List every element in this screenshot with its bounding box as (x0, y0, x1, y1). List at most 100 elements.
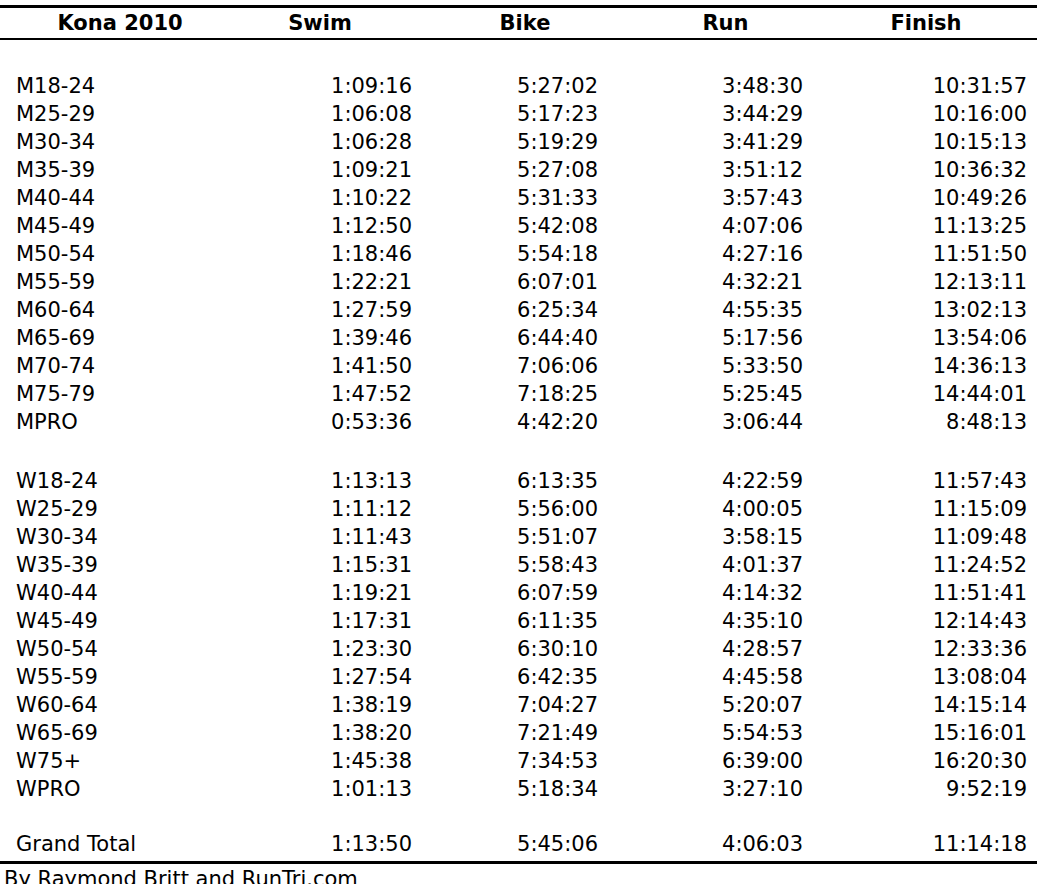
bike-cell: 4:42:20 (430, 408, 620, 436)
age-group-cell: M50-54 (0, 240, 240, 268)
bike-cell: 5:56:00 (430, 495, 620, 523)
age-group-cell: WPRO (0, 775, 240, 803)
table-row: W55-591:27:546:42:354:45:5813:08:04 (0, 663, 1037, 691)
table-row: M75-791:47:527:18:255:25:4514:44:01 (0, 380, 1037, 408)
bike-cell: 5:42:08 (430, 212, 620, 240)
table-row: M45-491:12:505:42:084:07:0611:13:25 (0, 212, 1037, 240)
run-cell: 3:57:43 (620, 184, 815, 212)
run-cell: 3:51:12 (620, 156, 815, 184)
run-cell: 5:20:07 (620, 691, 815, 719)
age-group-cell: W60-64 (0, 691, 240, 719)
age-group-cell: W75+ (0, 747, 240, 775)
grand-total-section: Grand Total 1:13:50 5:45:06 4:06:03 11:1… (0, 830, 1037, 863)
finish-cell: 8:48:13 (815, 408, 1037, 436)
bike-cell: 7:34:53 (430, 747, 620, 775)
finish-cell: 13:02:13 (815, 296, 1037, 324)
swim-cell: 1:01:13 (240, 775, 430, 803)
table-row: M70-741:41:507:06:065:33:5014:36:13 (0, 352, 1037, 380)
bike-cell: 6:11:35 (430, 607, 620, 635)
swim-cell: 1:41:50 (240, 352, 430, 380)
run-cell: 6:39:00 (620, 747, 815, 775)
table-row: M50-541:18:465:54:184:27:1611:51:50 (0, 240, 1037, 268)
age-group-cell: M60-64 (0, 296, 240, 324)
finish-cell: 11:13:25 (815, 212, 1037, 240)
grand-total-row: Grand Total 1:13:50 5:45:06 4:06:03 11:1… (0, 830, 1037, 863)
bike-cell: 5:19:29 (430, 128, 620, 156)
swim-cell: 1:09:21 (240, 156, 430, 184)
run-cell: 4:27:16 (620, 240, 815, 268)
swim-cell: 1:38:19 (240, 691, 430, 719)
finish-cell: 12:33:36 (815, 635, 1037, 663)
age-group-cell: Grand Total (0, 830, 240, 863)
table-row: W18-241:13:136:13:354:22:5911:57:43 (0, 467, 1037, 495)
run-cell: 4:32:21 (620, 268, 815, 296)
finish-cell: 14:44:01 (815, 380, 1037, 408)
swim-cell: 1:06:28 (240, 128, 430, 156)
age-group-cell: W65-69 (0, 719, 240, 747)
table-row: MPRO0:53:364:42:203:06:448:48:13 (0, 408, 1037, 436)
bike-cell: 7:18:25 (430, 380, 620, 408)
column-header-bike: Bike (430, 7, 620, 40)
column-header-swim: Swim (240, 7, 430, 40)
finish-cell: 10:15:13 (815, 128, 1037, 156)
bike-cell: 6:42:35 (430, 663, 620, 691)
table-row: W35-391:15:315:58:434:01:3711:24:52 (0, 551, 1037, 579)
bike-cell: 5:45:06 (430, 830, 620, 863)
table-row: M55-591:22:216:07:014:32:2112:13:11 (0, 268, 1037, 296)
bike-cell: 7:21:49 (430, 719, 620, 747)
header-row: Kona 2010 Swim Bike Run Finish (0, 7, 1037, 40)
results-table: Kona 2010 Swim Bike Run Finish M18-241:0… (0, 5, 1037, 864)
bike-cell: 6:07:59 (430, 579, 620, 607)
finish-cell: 11:57:43 (815, 467, 1037, 495)
run-cell: 3:27:10 (620, 775, 815, 803)
swim-cell: 1:09:16 (240, 72, 430, 100)
age-group-cell: W50-54 (0, 635, 240, 663)
table-row: W25-291:11:125:56:004:00:0511:15:09 (0, 495, 1037, 523)
women-section: W18-241:13:136:13:354:22:5911:57:43W25-2… (0, 467, 1037, 803)
swim-cell: 1:18:46 (240, 240, 430, 268)
run-cell: 5:25:45 (620, 380, 815, 408)
table-row: M30-341:06:285:19:293:41:2910:15:13 (0, 128, 1037, 156)
table-row: M18-241:09:165:27:023:48:3010:31:57 (0, 72, 1037, 100)
finish-cell: 12:14:43 (815, 607, 1037, 635)
bike-cell: 5:58:43 (430, 551, 620, 579)
run-cell: 4:55:35 (620, 296, 815, 324)
finish-cell: 15:16:01 (815, 719, 1037, 747)
swim-cell: 1:12:50 (240, 212, 430, 240)
finish-cell: 11:51:41 (815, 579, 1037, 607)
run-cell: 4:28:57 (620, 635, 815, 663)
table-row: W40-441:19:216:07:594:14:3211:51:41 (0, 579, 1037, 607)
finish-cell: 10:36:32 (815, 156, 1037, 184)
age-group-cell: W18-24 (0, 467, 240, 495)
table-row: W75+1:45:387:34:536:39:0016:20:30 (0, 747, 1037, 775)
finish-cell: 14:36:13 (815, 352, 1037, 380)
run-cell: 4:35:10 (620, 607, 815, 635)
finish-cell: 16:20:30 (815, 747, 1037, 775)
swim-cell: 1:27:59 (240, 296, 430, 324)
finish-cell: 11:14:18 (815, 830, 1037, 863)
table-row: W60-641:38:197:04:275:20:0714:15:14 (0, 691, 1037, 719)
finish-cell: 10:49:26 (815, 184, 1037, 212)
age-group-cell: M18-24 (0, 72, 240, 100)
swim-cell: 1:13:13 (240, 467, 430, 495)
swim-cell: 1:19:21 (240, 579, 430, 607)
finish-cell: 13:08:04 (815, 663, 1037, 691)
finish-cell: 14:15:14 (815, 691, 1037, 719)
run-cell: 3:06:44 (620, 408, 815, 436)
finish-cell: 13:54:06 (815, 324, 1037, 352)
run-cell: 4:06:03 (620, 830, 815, 863)
bike-cell: 5:18:34 (430, 775, 620, 803)
bike-cell: 5:51:07 (430, 523, 620, 551)
age-group-cell: W55-59 (0, 663, 240, 691)
age-group-cell: M25-29 (0, 100, 240, 128)
age-group-cell: W25-29 (0, 495, 240, 523)
run-cell: 4:14:32 (620, 579, 815, 607)
run-cell: 5:17:56 (620, 324, 815, 352)
finish-cell: 9:52:19 (815, 775, 1037, 803)
age-group-cell: W45-49 (0, 607, 240, 635)
age-group-cell: M75-79 (0, 380, 240, 408)
table-row: M65-691:39:466:44:405:17:5613:54:06 (0, 324, 1037, 352)
swim-cell: 0:53:36 (240, 408, 430, 436)
bike-cell: 6:13:35 (430, 467, 620, 495)
finish-cell: 12:13:11 (815, 268, 1037, 296)
